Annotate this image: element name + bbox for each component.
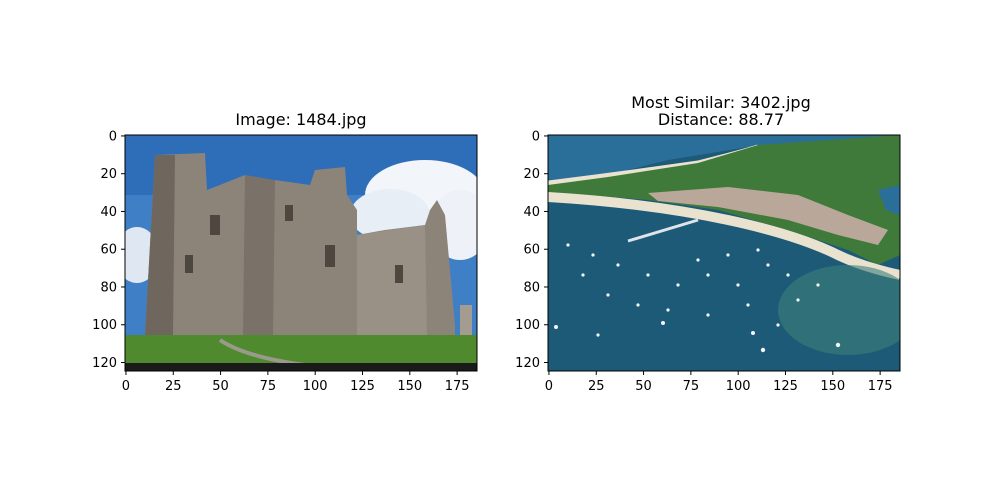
match-axes-frame bbox=[547, 134, 901, 372]
match-x-tick-label: 25 bbox=[588, 379, 605, 394]
match-image bbox=[548, 135, 900, 371]
query-y-tick-label: 60 bbox=[100, 243, 117, 258]
query-x-tick-label: 175 bbox=[445, 379, 470, 394]
panel-most-similar: Most Similar: 3402.jpg Distance: 88.77 bbox=[515, 93, 901, 394]
match-title-line1: Most Similar: 3402.jpg bbox=[631, 93, 811, 112]
query-image bbox=[125, 135, 477, 371]
match-y-tick-label: 100 bbox=[515, 318, 540, 333]
match-x-tick-label: 125 bbox=[773, 379, 798, 394]
query-y-axis: 0 20 40 60 80 100 120 bbox=[92, 129, 125, 371]
match-y-tick-label: 40 bbox=[523, 205, 540, 220]
query-x-tick-label: 0 bbox=[122, 379, 130, 394]
query-y-tick-label: 80 bbox=[100, 280, 117, 295]
match-x-tick-label: 150 bbox=[820, 379, 845, 394]
query-y-tick-label: 20 bbox=[100, 167, 117, 182]
match-y-tick-label: 60 bbox=[523, 243, 540, 258]
match-title-line2: Distance: 88.77 bbox=[658, 110, 784, 129]
match-y-axis: 0 20 40 60 80 100 120 bbox=[515, 129, 548, 371]
query-axes-frame bbox=[124, 134, 478, 372]
match-x-tick-label: 75 bbox=[683, 379, 700, 394]
match-x-tick-label: 50 bbox=[635, 379, 652, 394]
query-y-tick-label: 0 bbox=[109, 129, 117, 144]
match-y-tick-label: 20 bbox=[523, 167, 540, 182]
query-x-tick-label: 100 bbox=[303, 379, 328, 394]
query-y-tick-label: 40 bbox=[100, 205, 117, 220]
query-x-tick-label: 25 bbox=[165, 379, 182, 394]
query-x-tick-label: 50 bbox=[212, 379, 229, 394]
match-x-axis: 0 25 50 75 100 125 150 175 bbox=[545, 371, 893, 394]
match-x-tick-label: 175 bbox=[868, 379, 893, 394]
query-x-tick-label: 150 bbox=[397, 379, 422, 394]
query-title: Image: 1484.jpg bbox=[235, 110, 366, 129]
query-x-axis: 0 25 50 75 100 125 150 175 bbox=[122, 371, 470, 394]
query-y-tick-label: 100 bbox=[92, 318, 117, 333]
match-x-tick-label: 100 bbox=[726, 379, 751, 394]
query-x-tick-label: 75 bbox=[260, 379, 277, 394]
match-x-tick-label: 0 bbox=[545, 379, 553, 394]
match-y-tick-label: 0 bbox=[532, 129, 540, 144]
match-y-tick-label: 80 bbox=[523, 280, 540, 295]
query-y-tick-label: 120 bbox=[92, 356, 117, 371]
match-y-tick-label: 120 bbox=[515, 356, 540, 371]
panel-query: Image: 1484.jpg 0 25 50 75 100 1 bbox=[92, 110, 478, 394]
query-x-tick-label: 125 bbox=[350, 379, 375, 394]
